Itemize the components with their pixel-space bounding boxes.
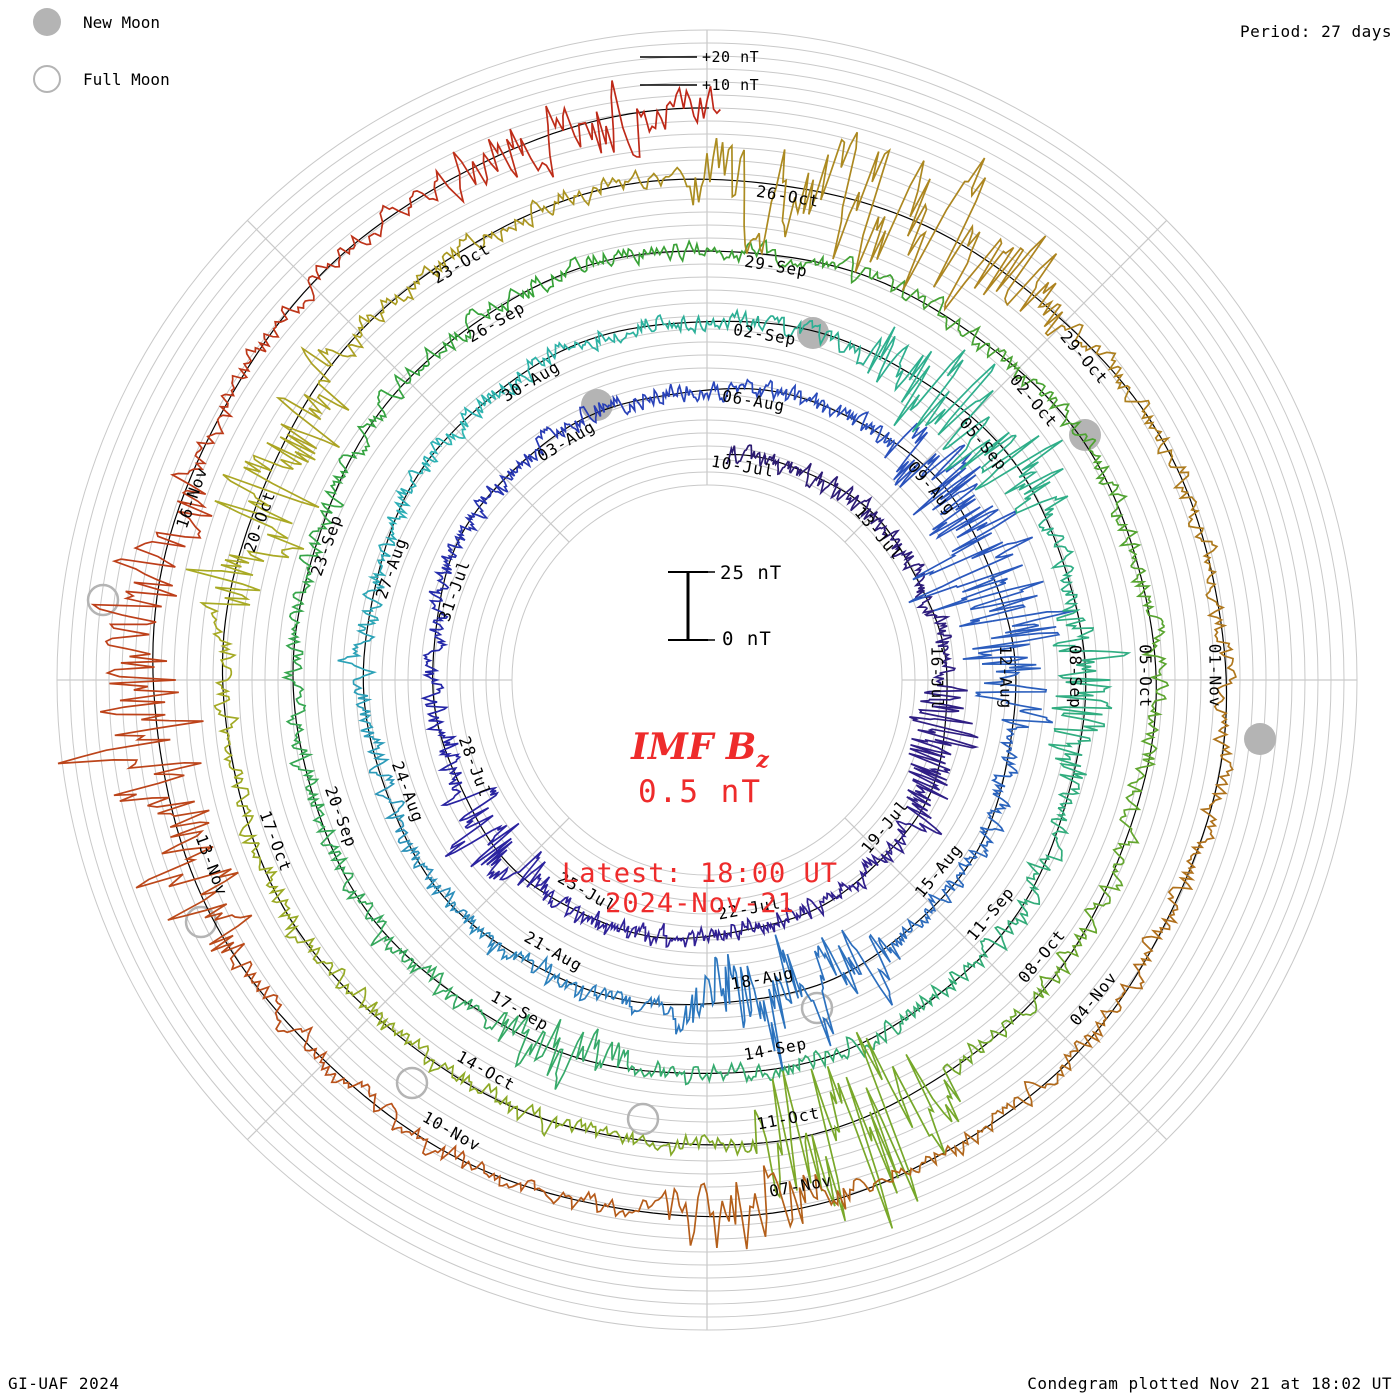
chart-title: IMF Bz xyxy=(420,726,980,773)
date-label: 05-Oct xyxy=(1136,644,1156,708)
bz-data-trace xyxy=(57,80,1237,1250)
latest-time-label: Latest: 18:00 UT xyxy=(561,858,839,889)
new-moon-marker xyxy=(581,389,613,421)
radial-scale-bar xyxy=(668,571,715,641)
period-label: Period: 27 days xyxy=(1240,22,1392,41)
new-moon-markers xyxy=(581,317,1276,755)
annotation-leader-lines xyxy=(640,56,697,86)
full-moon-marker xyxy=(626,1102,660,1136)
chart-title-main: IMF B xyxy=(631,726,757,768)
chart-title-subscript: z xyxy=(756,747,769,774)
date-label: 04-Nov xyxy=(1066,968,1121,1029)
full-moon-icon xyxy=(33,65,61,93)
new-moon-label: New Moon xyxy=(83,12,161,32)
date-label: 20-Oct xyxy=(240,488,279,554)
date-label: 01-Nov xyxy=(1205,644,1225,708)
date-label: 27-Aug xyxy=(372,535,411,601)
date-label: 16-Jul xyxy=(927,646,947,710)
scale-bottom-label: 0 nT xyxy=(722,628,772,650)
full-moon-marker xyxy=(395,1066,429,1100)
new-moon-icon xyxy=(33,8,61,36)
new-moon-marker xyxy=(1244,723,1276,755)
date-label: 17-Sep xyxy=(487,987,552,1035)
date-label: 17-Oct xyxy=(255,808,295,874)
credit-label: GI-UAF 2024 xyxy=(8,1374,120,1393)
plus-10nt-label: +10 nT xyxy=(702,76,760,94)
radial-spokes xyxy=(57,30,1357,1330)
legend-new-moon: New Moon xyxy=(33,8,160,36)
resolution-value: 0.5 nT xyxy=(638,774,762,810)
date-label: 08-Sep xyxy=(1066,645,1086,709)
date-label: 02-Sep xyxy=(732,320,798,349)
full-moon-marker xyxy=(86,583,120,617)
latest-date-label: 2024-Nov-21 xyxy=(605,888,795,919)
legend-full-moon: Full Moon xyxy=(33,65,170,93)
date-label: 29-Sep xyxy=(743,252,809,281)
date-label: 11-Oct xyxy=(755,1103,821,1133)
plus-20nt-label: +20 nT xyxy=(702,48,760,66)
plotted-timestamp: Condegram plotted Nov 21 at 18:02 UT xyxy=(1027,1374,1392,1393)
baseline-spiral xyxy=(152,107,1228,1218)
full-moon-marker xyxy=(184,905,218,939)
date-label: 12-Aug xyxy=(996,645,1016,709)
date-label: 13-Jul xyxy=(851,503,907,564)
date-label: 20-Sep xyxy=(321,784,361,850)
scale-top-label: 25 nT xyxy=(720,562,783,584)
date-label: 18-Aug xyxy=(729,963,795,993)
full-moon-label: Full Moon xyxy=(83,69,170,89)
full-moon-markers xyxy=(86,583,834,1136)
full-moon-marker xyxy=(800,991,834,1025)
